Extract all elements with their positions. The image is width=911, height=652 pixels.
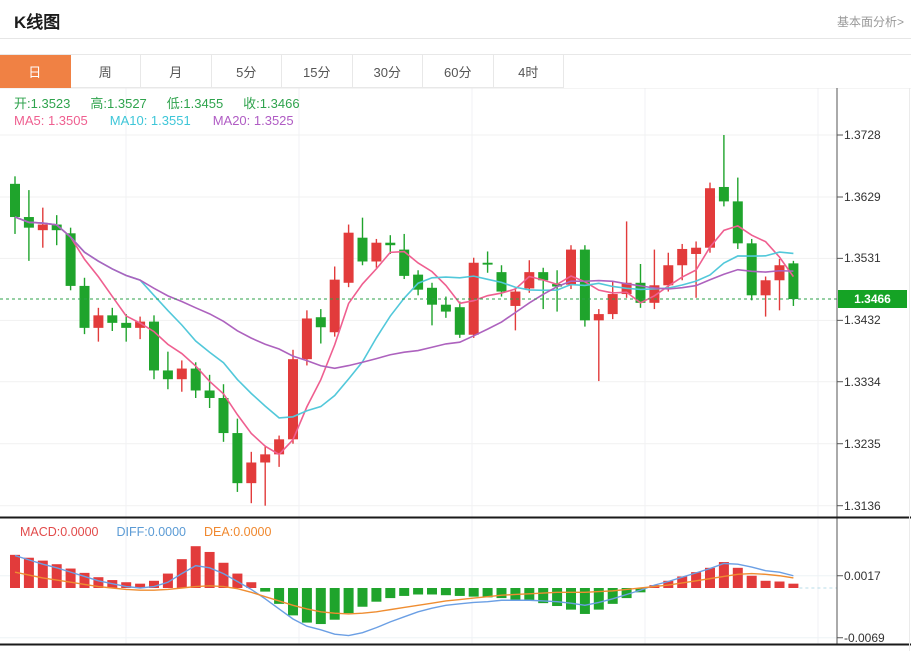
quote-high: 高:1.3527 [90,96,147,111]
axes [0,88,911,651]
price-axis-label: 1.3728 [844,128,881,142]
price-axis-label: 1.3531 [844,251,881,266]
tab-4[interactable]: 15分 [282,55,353,88]
tab-1[interactable]: 周 [70,55,141,88]
quote-close: 收:1.3466 [243,96,300,111]
macd-value: MACD:0.0000 [20,525,99,539]
macd-panel [10,546,837,637]
quote-open: 开:1.3523 [14,96,71,111]
ma20-value: MA20: 1.3525 [212,113,294,128]
tab-6[interactable]: 60分 [423,55,494,88]
dea-value: DEA:0.0000 [204,525,272,539]
ma5-value: MA5: 1.3505 [14,113,88,128]
dea-line [14,571,794,615]
price-axis-label: 1.3432 [844,313,881,328]
candlesticks [10,135,799,506]
price-axis-label: 1.3235 [844,436,881,451]
diff-line [14,554,794,637]
macd-axis-label: -0.0069 [844,630,885,645]
price-axis-label: 1.3136 [844,498,881,513]
tab-2[interactable]: 月 [141,55,212,88]
gridlines [0,87,911,644]
timeframe-tabs: 日周月 5分 15分 30分 60分 4时 [0,54,911,88]
price-axis-label: 1.3629 [844,189,881,204]
macd-readout: MACD:0.0000 DIFF:0.0000 DEA:0.0000 [20,525,271,539]
tab-7[interactable]: 4时 [493,55,564,88]
tab-5[interactable]: 30分 [352,55,423,88]
current-price-badge: 1.3466 [838,290,907,309]
ma20-line [14,216,794,370]
quote-low: 低:1.3455 [166,96,224,111]
macd-axis-label: 0.0017 [844,568,881,583]
page-title: K线图 [14,13,61,32]
tab-0[interactable]: 日 [0,55,71,88]
price-axis-label: 1.3334 [844,374,881,389]
diff-value: DIFF:0.0000 [116,525,186,539]
ma10-value: MA10: 1.3551 [109,113,191,128]
fundamental-analysis-link[interactable]: 基本面分析> [836,15,904,29]
tab-3[interactable]: 5分 [211,55,282,88]
header-divider [0,38,911,39]
ma-readout: MA5: 1.3505 MA10: 1.3551 MA20: 1.3525 [14,113,294,128]
ma-lines [14,216,795,456]
quote-readout: 开:1.3523 高:1.3527 低:1.3455 收:1.3466 [14,93,300,112]
